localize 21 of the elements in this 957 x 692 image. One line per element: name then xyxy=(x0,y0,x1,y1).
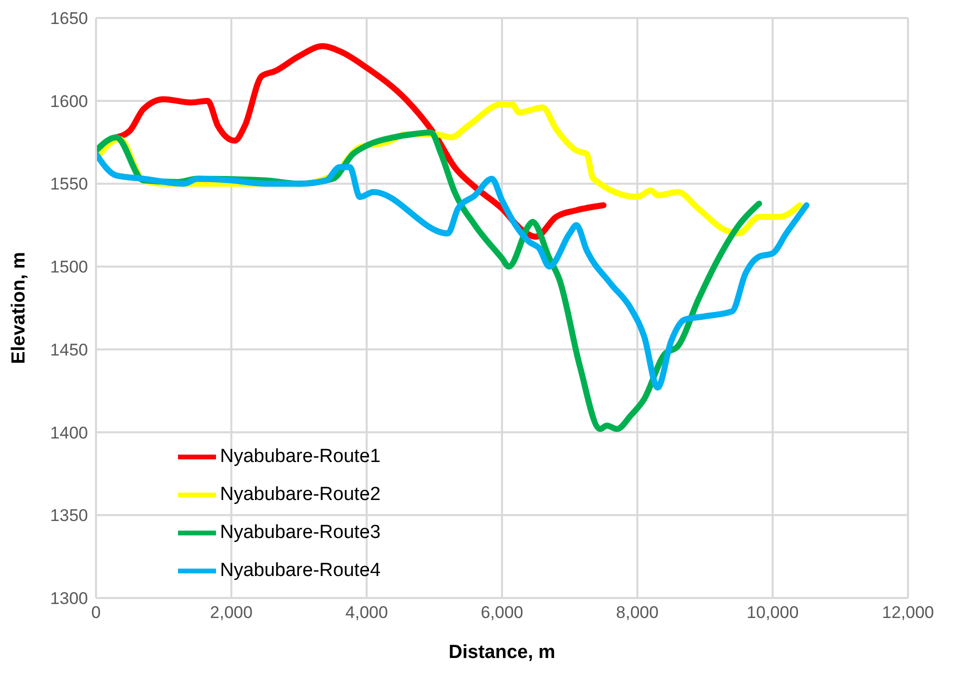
x-tick-label: 8,000 xyxy=(616,603,659,622)
legend-label: Nyabubare-Route1 xyxy=(220,446,381,468)
legend-label: Nyabubare-Route2 xyxy=(220,484,381,506)
x-tick-label: 12,000 xyxy=(882,603,934,622)
y-tick-label: 1600 xyxy=(50,92,88,111)
x-tick-label: 2,000 xyxy=(210,603,253,622)
legend-label: Nyabubare-Route3 xyxy=(220,522,381,544)
legend-label: Nyabubare-Route4 xyxy=(220,560,381,582)
y-tick-label: 1500 xyxy=(50,258,88,277)
y-tick-label: 1400 xyxy=(50,423,88,442)
y-axis-title: Elevation, m xyxy=(8,252,30,364)
x-tick-label: 6,000 xyxy=(480,603,524,622)
y-tick-label: 1350 xyxy=(50,506,88,526)
y-tick-label: 1550 xyxy=(50,174,88,194)
x-tick-label: 4,000 xyxy=(345,603,388,622)
y-tick-label: 1300 xyxy=(50,589,88,608)
y-tick-label: 1450 xyxy=(50,340,88,360)
y-tick-label: 1650 xyxy=(50,9,88,28)
x-axis-title: Distance, m xyxy=(448,642,556,663)
x-tick-label: 0 xyxy=(91,603,101,622)
x-tick-label: 10,000 xyxy=(746,603,799,622)
